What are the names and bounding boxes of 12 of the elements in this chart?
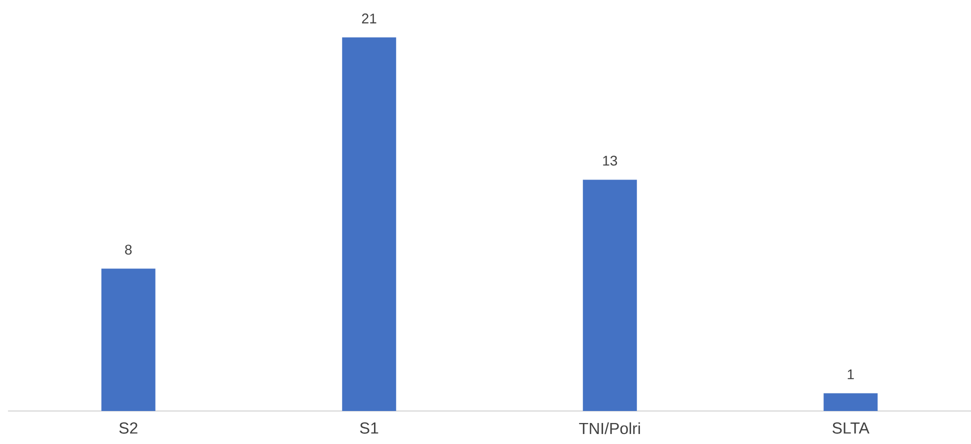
bar <box>824 393 878 411</box>
bar <box>582 180 637 411</box>
data-label: 21 <box>362 14 376 24</box>
x-tick-label: TNI/Polri <box>579 422 640 434</box>
x-tick-label: S2 <box>119 422 138 434</box>
data-label: 1 <box>848 370 854 380</box>
data-label: 13 <box>603 156 618 166</box>
data-label: 8 <box>125 244 132 255</box>
bar <box>101 268 156 411</box>
bar <box>342 37 396 411</box>
x-tick-label: SLTA <box>832 422 870 434</box>
x-tick-label: S1 <box>360 422 378 434</box>
